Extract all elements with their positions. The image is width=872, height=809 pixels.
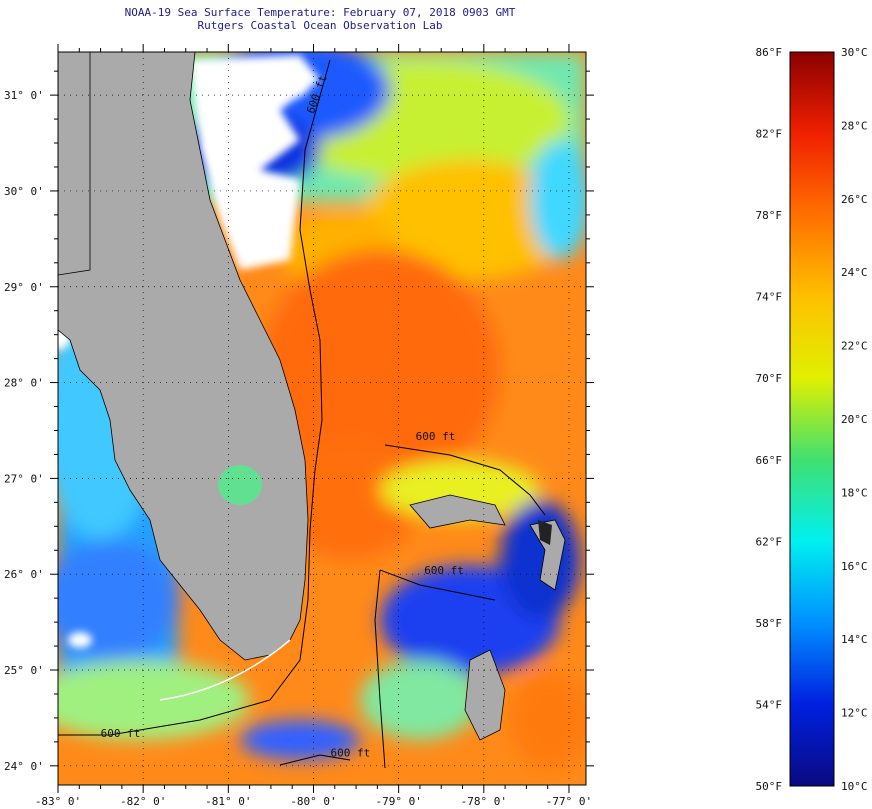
lat-label: 25° 0' (4, 664, 44, 677)
lon-label: -78° 0' (461, 795, 507, 808)
colorbar-f-label: 58°F (756, 617, 783, 630)
map-subtitle: Rutgers Coastal Ocean Observation Lab (197, 19, 443, 32)
colorbar-c-label: 12°C (841, 707, 868, 720)
florida-keys (159, 639, 291, 701)
map-frame (57, 51, 587, 786)
lon-label: -83° 0' (35, 795, 81, 808)
colorbar-f-label: 66°F (756, 454, 783, 467)
sst-map-area[interactable] (30, 40, 590, 785)
colorbar-c-label: 10°C (841, 780, 868, 793)
grand-bahama (409, 494, 506, 529)
colorbar-f-label: 74°F (756, 291, 783, 304)
colorbar-c-label: 22°C (841, 340, 868, 353)
colorbar-c-label: 24°C (841, 266, 868, 279)
lon-label: -82° 0' (120, 795, 166, 808)
colorbar-f-label: 62°F (756, 535, 783, 548)
colorbar-f-label: 50°F (756, 780, 783, 793)
lake-okeechobee (218, 465, 262, 505)
abaco-island (529, 519, 566, 591)
colorbar-c-label: 28°C (841, 119, 868, 132)
lat-label: 26° 0' (4, 568, 44, 581)
isobath-label: 600 ft (101, 727, 141, 740)
colorbar-f-label: 82°F (756, 128, 783, 141)
lat-label: 24° 0' (4, 760, 44, 773)
colorbar-f-label: 86°F (756, 46, 783, 59)
map-title: NOAA-19 Sea Surface Temperature: Februar… (124, 6, 516, 19)
lat-label: 29° 0' (4, 281, 44, 294)
cloud-cover (58, 55, 320, 648)
lon-label: -81° 0' (205, 795, 251, 808)
colorbar-c-label: 30°C (841, 46, 868, 59)
latitude-labels: 31° 0' 30° 0' 29° 0' 28° 0' 27° 0' 26° 0' 25° … (4, 89, 44, 773)
andros-island (464, 649, 506, 741)
lon-label: -79° 0' (375, 795, 421, 808)
colorbar-fahrenheit-labels: 86°F 82°F 78°F 74°F 70°F 66°F 62°F 58°F 54°F 50°F (756, 46, 783, 793)
colorbar-celsius-labels: 30°C 28°C 26°C 24°C 22°C 20°C 18°C 16°C 14°C 12°C… (841, 46, 868, 793)
colorbar-c-label: 18°C (841, 486, 868, 499)
colorbar-c-label: 16°C (841, 560, 868, 573)
lon-label: -80° 0' (290, 795, 336, 808)
bahamas-shallows (538, 520, 552, 545)
colorbar-f-label: 70°F (756, 372, 783, 385)
colorbar-c-label: 20°C (841, 413, 868, 426)
lat-label: 28° 0' (4, 377, 44, 390)
colorbar-f-label: 54°F (756, 698, 783, 711)
lon-label: -77° 0' (546, 795, 592, 808)
graticule (57, 52, 586, 785)
axis-ticks (50, 44, 594, 793)
colorbar-c-label: 26°C (841, 193, 868, 206)
panhandle-land (58, 52, 91, 276)
isobath-label: 600 ft (416, 430, 456, 443)
isobath-label: 600 ft (424, 564, 464, 577)
temperature-colorbar (789, 51, 835, 787)
longitude-labels: -83° 0' -82° 0' -81° 0' -80° 0' -79° 0' -78° … (35, 795, 592, 808)
colorbar-c-label: 14°C (841, 633, 868, 646)
lat-label: 31° 0' (4, 89, 44, 102)
lat-label: 30° 0' (4, 185, 44, 198)
isobath-label: 600 ft (331, 746, 371, 759)
isobath-600ft (58, 59, 546, 769)
lat-label: 27° 0' (4, 472, 44, 485)
colorbar-f-label: 78°F (756, 209, 783, 222)
